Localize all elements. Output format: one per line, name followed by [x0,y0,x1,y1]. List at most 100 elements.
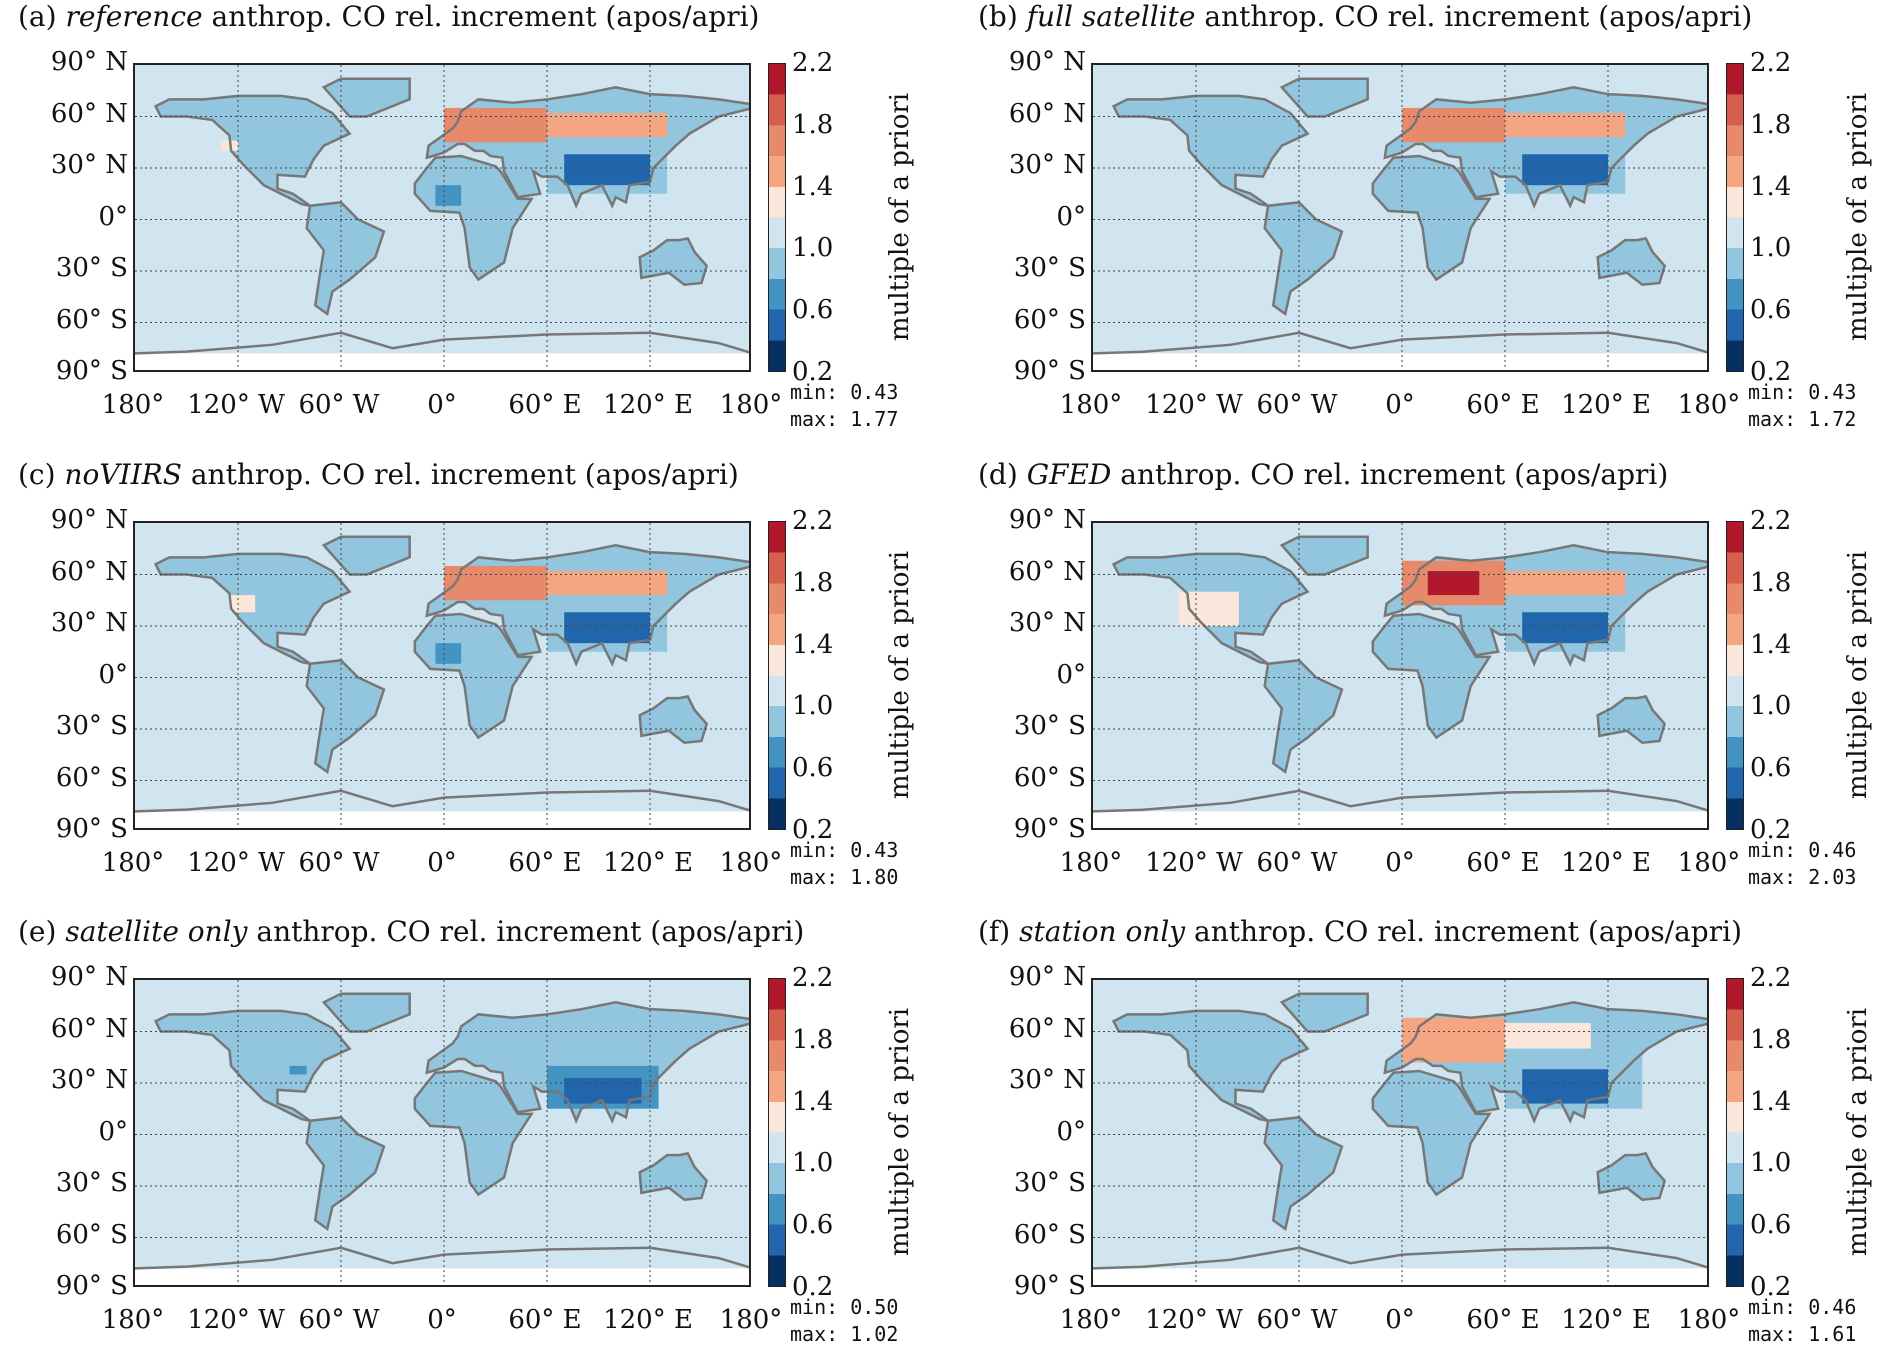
antarctic-coast [1093,1246,1707,1270]
coastline [305,659,386,775]
coastline [153,94,352,207]
panel-title: (e) satellite only anthrop. CO rel. incr… [18,915,805,948]
colorbar-tick: 0.6 [1750,753,1792,784]
max-value: max: 1.61 [1748,1322,1857,1346]
colorbar-tick: 0.6 [792,1210,834,1241]
lon-tick-label: 180° [101,390,165,420]
antarctica [1093,811,1707,828]
lon-tick-label: 0° [1385,1305,1415,1335]
lon-tick-label: 120° E [603,390,693,420]
colorbar-tick: 1.8 [1750,567,1792,598]
colorbar-tick: 1.0 [1750,691,1792,722]
map [1091,521,1709,830]
lon-tick-label: 60° E [1466,848,1540,878]
lat-tick-label: 90° S [55,814,128,844]
lon-tick-label: 120° E [1561,390,1651,420]
lat-tick-label: 30° S [55,711,128,741]
map-panel-e: (e) satellite only anthrop. CO rel. incr… [0,915,915,1355]
colorbar-tick: 0.6 [792,753,834,784]
increment-region [435,185,462,206]
map-panel-f: (f) station only anthrop. CO rel. increm… [958,915,1873,1355]
lon-tick-label: 120° W [1145,390,1243,420]
coastline [305,1116,386,1232]
lon-tick-label: 60° W [298,390,380,420]
lon-tick-label: 60° E [1466,390,1540,420]
coastline [153,1009,352,1122]
increment-region [435,643,462,664]
lon-tick-label: 120° E [1561,1305,1651,1335]
lat-tick-label: 90° S [1013,814,1086,844]
colorbar-tick: 1.0 [792,1148,834,1179]
lon-tick-label: 0° [427,1305,457,1335]
lat-tick-label: 90° N [50,505,128,535]
lon-tick-label: 120° E [1561,848,1651,878]
land-fill [1597,238,1665,285]
max-value: max: 1.80 [790,865,899,889]
lat-tick-label: 90° N [1008,962,1086,992]
colorbar-tick: 1.4 [792,171,834,202]
coastline [1383,1001,1707,1124]
lat-tick-label: 30° N [1008,150,1086,180]
antarctica [135,353,749,370]
coastline [1596,1151,1667,1202]
lat-tick-label: 90° S [55,356,128,386]
panel-title: (f) station only anthrop. CO rel. increm… [978,915,1742,948]
lon-tick-label: 120° W [1145,848,1243,878]
colorbar-tick: 1.8 [792,567,834,598]
lat-tick-label: 30° S [1013,711,1086,741]
lon-tick-label: 60° W [1256,1305,1338,1335]
coastline [1111,552,1310,665]
lon-tick-label: 180° [1059,1305,1123,1335]
antarctic-coast [1093,331,1707,355]
max-value: max: 1.02 [790,1322,899,1346]
land-fill [1597,696,1665,743]
map-panel-c: (c) noVIIRS anthrop. CO rel. increment (… [0,458,915,898]
colorbar-tick: 2.2 [1750,48,1792,78]
lon-tick-label: 0° [1385,390,1415,420]
lon-tick-label: 60° E [508,848,582,878]
land-fill [306,202,384,314]
colorbar-tick: 2.2 [1750,506,1792,536]
coastline [1263,1116,1344,1232]
lat-tick-label: 90° S [1013,1271,1086,1301]
antarctic-coast [1093,789,1707,813]
land-fill [639,238,707,285]
lon-tick-label: 120° W [187,848,285,878]
lat-tick-label: 90° S [1013,356,1086,386]
lon-tick-label: 180° [1677,1305,1741,1335]
coastline [1383,86,1707,209]
panel-title: (a) reference anthrop. CO rel. increment… [18,0,760,33]
lat-tick-label: 30° N [1008,1065,1086,1095]
increment-region [564,612,650,644]
coastline [1111,1009,1310,1122]
colorbar-tick: 0.2 [1750,357,1792,387]
coastline [413,612,534,740]
colorbar [1726,978,1744,1287]
antarctic-coast [135,789,749,813]
land-fill [639,1153,707,1200]
lat-tick-label: 30° N [1008,608,1086,638]
colorbar-tick: 0.2 [792,1272,834,1302]
panel-title: (d) GFED anthrop. CO rel. increment (apo… [978,458,1669,491]
lon-tick-label: 120° E [603,848,693,878]
colorbar [768,63,786,372]
coastline [305,201,386,317]
colorbar [1726,521,1744,830]
land-fill [155,95,350,206]
increment-region [1505,113,1626,138]
land-fill [1113,1010,1308,1121]
antarctic-coast [135,331,749,355]
lon-tick-label: 120° W [187,1305,285,1335]
lat-tick-label: 0° [98,201,128,232]
map-panel-d: (d) GFED anthrop. CO rel. increment (apo… [958,458,1873,898]
land-fill [1264,660,1342,772]
min-value: min: 0.50 [790,1295,899,1319]
map [133,63,751,372]
coastline [1371,154,1492,282]
lat-tick-label: 60° S [1013,762,1086,793]
colorbar-tick: 1.0 [1750,1148,1792,1179]
land-fill [1597,1153,1665,1200]
lat-tick-label: 30° N [50,150,128,180]
coastline [1596,694,1667,745]
colorbar-tick: 1.4 [1750,1086,1792,1117]
